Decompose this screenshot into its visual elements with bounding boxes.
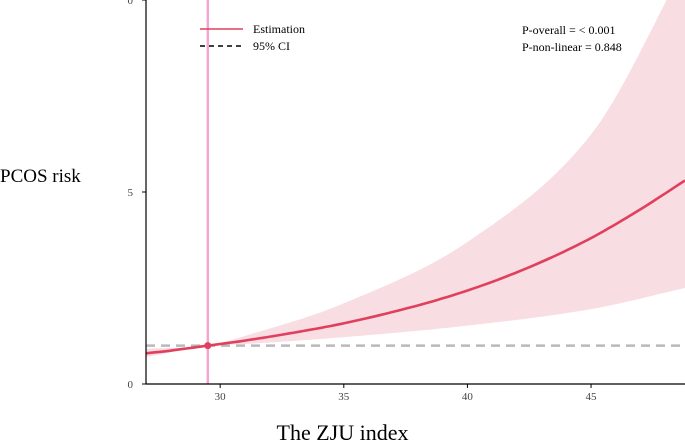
annotation-p-overall: P-overall = < 0.001	[522, 23, 616, 37]
y-tick-label: 0	[128, 379, 134, 391]
x-tick-label: 45	[586, 391, 598, 403]
x-tick-label: 35	[338, 391, 350, 403]
annotation-p-nonlinear: P-non-linear = 0.848	[522, 40, 622, 54]
legend-estimation-label: Estimation	[253, 22, 305, 36]
y-tick-label: 0	[128, 0, 134, 7]
legend: Estimation 95% CI	[200, 22, 305, 53]
x-tick-label: 30	[215, 391, 227, 403]
y-tick-label: 5	[128, 187, 134, 199]
y-axis-title: PCOS risk	[0, 166, 81, 187]
x-axis-title: The ZJU index	[276, 420, 409, 445]
y-ticks: 0 5 0	[128, 0, 146, 391]
estimation-line	[146, 179, 685, 355]
ci-band	[146, 0, 685, 358]
legend-ci-label: 95% CI	[253, 39, 290, 53]
x-tick-label: 40	[462, 391, 474, 403]
x-ticks: 30 35 40 45	[215, 384, 597, 403]
reference-point	[204, 342, 212, 350]
